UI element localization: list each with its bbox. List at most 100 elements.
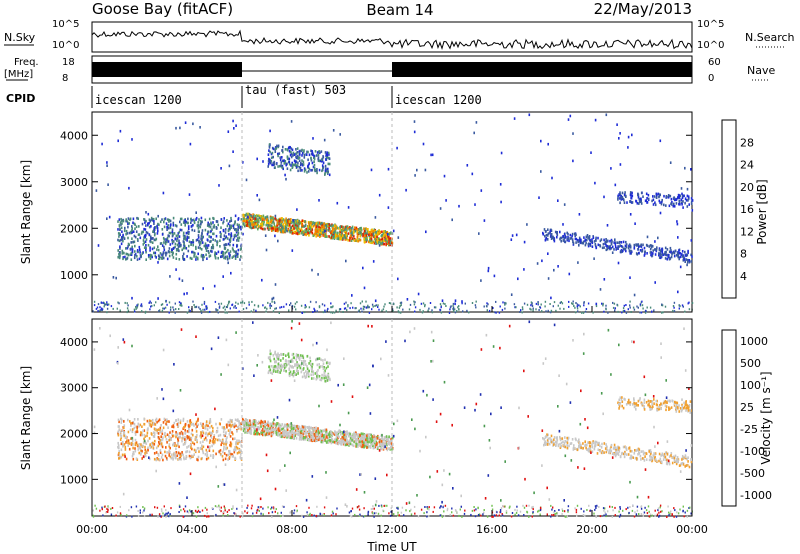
- range-cell: [158, 437, 161, 441]
- range-cell: [150, 301, 152, 304]
- range-cell: [130, 241, 132, 244]
- range-cell: [195, 426, 197, 430]
- range-cell: [658, 193, 661, 196]
- range-cell: [133, 422, 136, 426]
- range-cell: [161, 244, 164, 247]
- range-cell: [142, 441, 145, 444]
- range-cell: [273, 160, 276, 164]
- range-cell: [294, 160, 297, 164]
- range-cell: [336, 201, 339, 205]
- range-cell: [363, 434, 366, 437]
- range-cell: [157, 436, 160, 439]
- range-cell: [184, 440, 187, 444]
- range-cell: [169, 224, 172, 227]
- range-cell: [350, 235, 353, 239]
- range-cell: [273, 227, 275, 231]
- range-cell: [595, 302, 598, 306]
- range-cell: [150, 225, 152, 228]
- range-cell: [372, 260, 375, 263]
- range-cell: [542, 233, 545, 236]
- range-cell: [260, 226, 262, 230]
- range-cell: [316, 169, 318, 173]
- range-cell: [231, 453, 234, 456]
- range-cell: [196, 224, 199, 228]
- range-cell: [628, 243, 631, 246]
- range-cell: [351, 443, 353, 447]
- range-cell: [179, 220, 181, 224]
- range-cell: [159, 438, 162, 442]
- range-cell: [329, 228, 331, 231]
- range-cell: [191, 228, 193, 232]
- range-cell: [217, 223, 219, 227]
- range-cell: [259, 215, 261, 218]
- range-cell: [301, 151, 304, 155]
- range-cell: [203, 255, 205, 259]
- velocity-scatter: [92, 320, 693, 518]
- range-cell: [124, 301, 126, 304]
- range-cell: [153, 457, 156, 461]
- range-cell: [572, 132, 574, 135]
- range-cell: [160, 257, 163, 260]
- range-cell: [359, 227, 361, 230]
- range-cell: [578, 213, 581, 216]
- range-cell: [400, 304, 402, 307]
- range-cell: [611, 240, 613, 243]
- range-cell: [532, 309, 534, 312]
- range-cell: [194, 436, 197, 439]
- range-cell: [343, 236, 345, 239]
- range-cell: [145, 231, 148, 234]
- range-cell: [239, 258, 241, 261]
- range-cell: [128, 231, 131, 235]
- range-cell: [222, 306, 224, 309]
- range-cell: [248, 222, 250, 226]
- range-cell: [284, 430, 287, 434]
- range-cell: [562, 235, 564, 238]
- range-cell: [363, 438, 366, 442]
- range-cell: [557, 265, 559, 268]
- range-cell: [297, 155, 299, 158]
- range-cell: [152, 441, 154, 445]
- range-cell: [270, 156, 273, 160]
- range-cell: [158, 309, 161, 312]
- range-cell: [651, 310, 653, 313]
- range-cell: [182, 252, 185, 256]
- range-cell: [592, 235, 594, 238]
- range-cell: [172, 224, 175, 227]
- range-cell: [202, 440, 204, 443]
- range-cell: [180, 430, 183, 434]
- range-cell: [303, 170, 306, 173]
- range-cell: [197, 234, 200, 237]
- range-cell: [199, 222, 202, 226]
- range-cell: [208, 235, 210, 238]
- range-cell: [312, 436, 314, 439]
- range-cell: [154, 423, 157, 426]
- range-cell: [227, 261, 229, 265]
- range-cell: [168, 218, 171, 222]
- range-cell: [178, 242, 181, 245]
- range-cell: [235, 445, 238, 449]
- range-cell: [220, 167, 222, 170]
- range-cell: [582, 241, 584, 245]
- range-cell: [294, 231, 297, 234]
- range-cell: [261, 224, 264, 227]
- range-cell: [568, 305, 570, 308]
- range-cell: [386, 234, 389, 238]
- range-cell: [149, 446, 152, 449]
- range-cell: [310, 230, 312, 233]
- range-cell: [359, 234, 362, 238]
- range-cell: [225, 453, 228, 457]
- range-cell: [223, 217, 225, 220]
- range-cell: [166, 441, 168, 444]
- range-cell: [199, 308, 201, 310]
- range-cell: [289, 223, 291, 226]
- range-cell: [132, 451, 135, 454]
- range-cell: [197, 419, 199, 422]
- range-cell: [342, 432, 344, 436]
- range-cell: [430, 153, 432, 157]
- range-cell: [218, 302, 220, 305]
- range-cell: [285, 217, 287, 221]
- range-cell: [173, 442, 175, 446]
- range-cell: [579, 238, 581, 241]
- range-cell: [300, 162, 302, 165]
- range-cell: [182, 417, 185, 421]
